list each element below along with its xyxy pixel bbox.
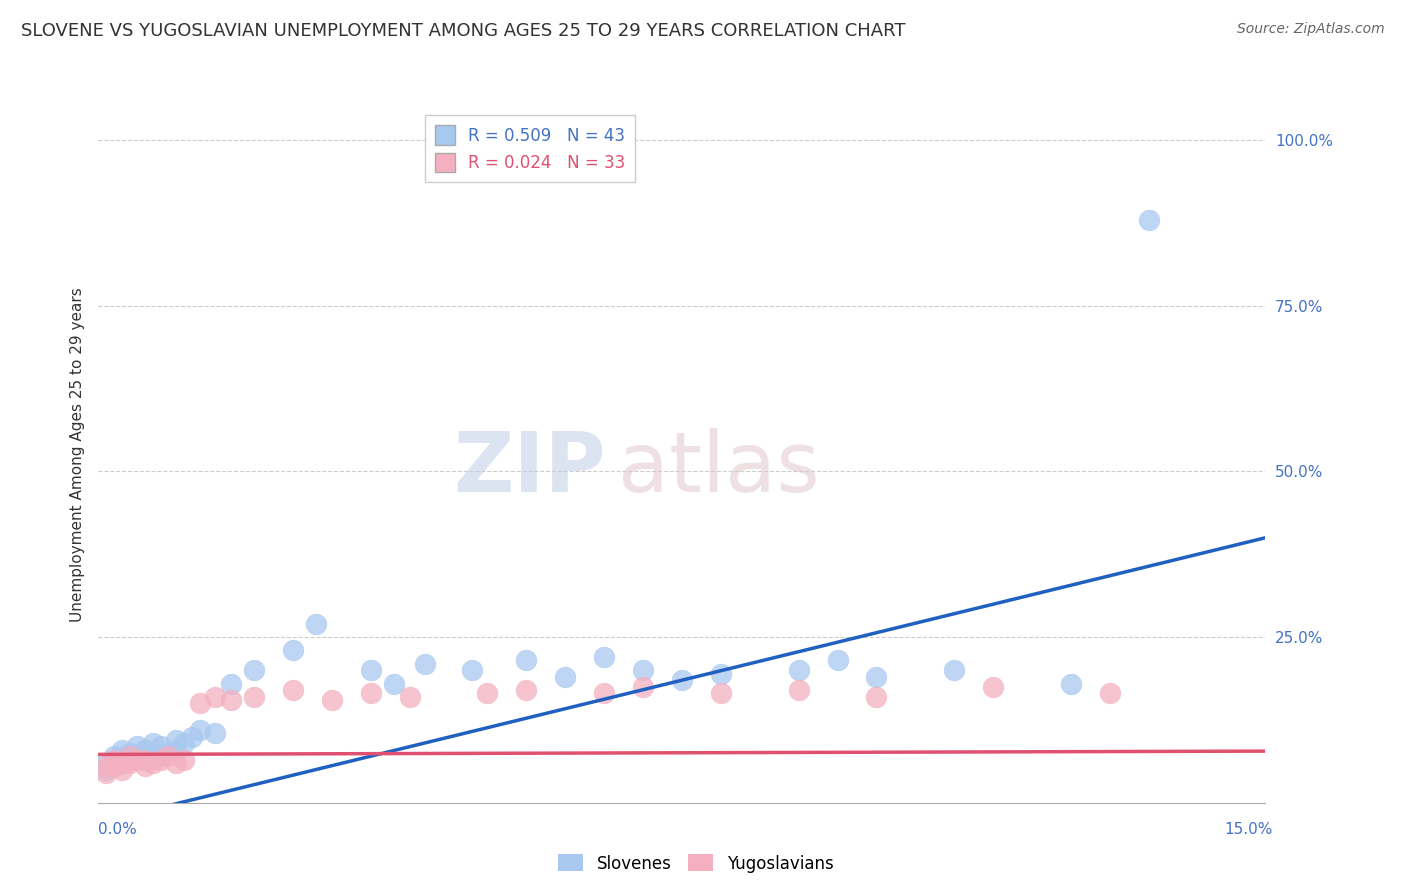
Point (165, 756, 187, 770)
Point (204, 726, 226, 740)
Text: SLOVENE VS YUGOSLAVIAN UNEMPLOYMENT AMONG AGES 25 TO 29 YEARS CORRELATION CHART: SLOVENE VS YUGOSLAVIAN UNEMPLOYMENT AMON… (21, 22, 905, 40)
Point (281, 643, 304, 657)
Point (111, 756, 134, 770)
Point (96, 763, 118, 777)
Point (111, 743, 134, 757)
Point (134, 753, 156, 767)
Text: 15.0%: 15.0% (1225, 822, 1272, 837)
Point (111, 756, 134, 770)
Point (710, 686, 733, 700)
Point (631, 663, 654, 677)
Point (142, 736, 165, 750)
Point (477, 686, 499, 700)
Point (1098, 686, 1121, 700)
Point (321, 693, 343, 707)
Point (111, 763, 134, 777)
Point (382, 676, 405, 690)
Point (554, 670, 576, 684)
Point (305, 616, 328, 631)
Point (118, 746, 141, 760)
Y-axis label: Unemployment Among Ages 25 to 29 years: Unemployment Among Ages 25 to 29 years (69, 287, 84, 623)
Point (173, 736, 195, 750)
Point (515, 653, 537, 667)
Point (127, 749, 149, 764)
Point (593, 650, 616, 665)
Point (787, 683, 810, 698)
Point (142, 756, 165, 770)
Point (631, 680, 654, 694)
Legend: R = 0.509   N = 43, R = 0.024   N = 33: R = 0.509 N = 43, R = 0.024 N = 33 (425, 115, 636, 182)
Text: Source: ZipAtlas.com: Source: ZipAtlas.com (1237, 22, 1385, 37)
Point (219, 676, 242, 690)
Point (134, 753, 156, 767)
Point (243, 663, 266, 677)
Point (165, 743, 187, 757)
Point (173, 753, 195, 767)
Point (165, 732, 187, 747)
Point (671, 673, 693, 688)
Point (127, 753, 149, 767)
Point (943, 663, 966, 677)
Point (281, 683, 304, 698)
Point (981, 680, 1004, 694)
Point (398, 690, 420, 704)
Legend: Slovenes, Yugoslavians: Slovenes, Yugoslavians (551, 847, 841, 880)
Point (188, 723, 211, 737)
Point (1137, 212, 1160, 227)
Point (103, 753, 125, 767)
Text: 0.0%: 0.0% (98, 822, 138, 837)
Point (103, 759, 125, 773)
Point (103, 759, 125, 773)
Point (157, 746, 180, 760)
Point (96, 759, 118, 773)
Point (149, 749, 172, 764)
Point (180, 730, 202, 744)
Point (118, 749, 141, 764)
Point (710, 666, 733, 681)
Point (134, 759, 156, 773)
Point (515, 683, 537, 698)
Point (413, 657, 436, 671)
Point (360, 686, 382, 700)
Point (865, 690, 887, 704)
Point (96, 766, 118, 780)
Point (204, 690, 226, 704)
Point (118, 753, 141, 767)
Point (149, 753, 172, 767)
Point (219, 693, 242, 707)
Point (149, 739, 172, 754)
Text: ZIP: ZIP (454, 428, 606, 509)
Point (593, 686, 616, 700)
Point (360, 663, 382, 677)
Text: atlas: atlas (617, 428, 820, 509)
Point (243, 690, 266, 704)
Point (127, 739, 149, 754)
Point (865, 670, 887, 684)
Point (827, 653, 849, 667)
Point (96, 756, 118, 770)
Point (188, 697, 211, 711)
Point (142, 746, 165, 760)
Point (787, 663, 810, 677)
Point (1060, 676, 1083, 690)
Point (461, 663, 484, 677)
Point (134, 743, 156, 757)
Point (157, 749, 180, 764)
Point (118, 756, 141, 770)
Point (103, 749, 125, 764)
